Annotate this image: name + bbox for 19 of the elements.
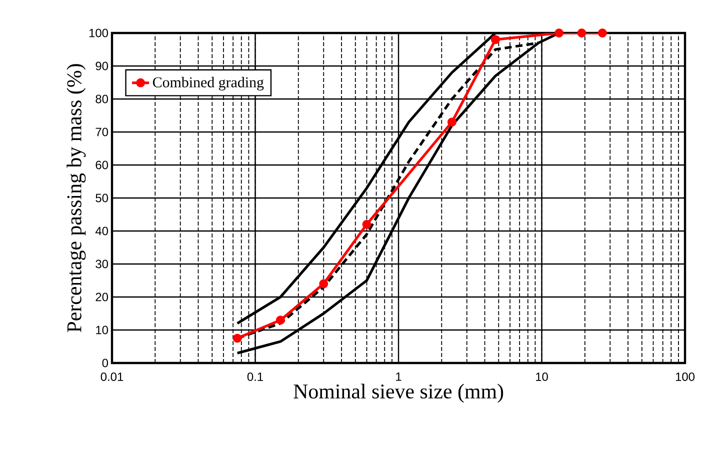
y-tick-label: 70 [96, 128, 108, 136]
x-tick-label: 0.1 [247, 372, 263, 381]
x-axis-title: Nominal sieve size (mm) [294, 384, 504, 403]
y-axis-title: Percentage passing by mass (%) [66, 64, 86, 332]
x-tick-label: 10 [536, 372, 548, 381]
y-tick-label: 30 [96, 260, 108, 268]
y-tick-label: 50 [96, 194, 108, 202]
y-tick-label: 60 [96, 160, 108, 170]
y-tick-label: 20 [96, 292, 108, 302]
x-tick-label: 0.01 [100, 372, 124, 381]
y-tick-label: 10 [96, 326, 108, 334]
y-tick-label: 80 [96, 94, 108, 104]
legend-label: Combined grading [152, 76, 264, 90]
y-tick-label: 90 [96, 62, 108, 70]
x-tick-label: 100 [676, 372, 695, 381]
y-tick-label: 40 [95, 226, 108, 236]
y-tick-label: 100 [89, 28, 108, 38]
x-tick-label: 1 [396, 372, 402, 381]
y-tick-label: 0 [102, 358, 108, 368]
